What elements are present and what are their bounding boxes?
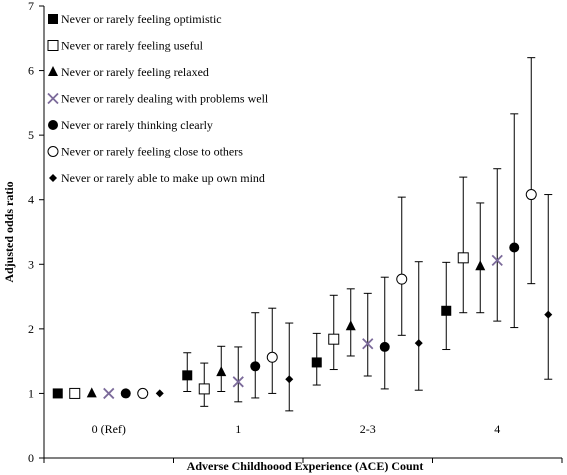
data-point (345, 320, 356, 331)
legend-label: Never or rarely dealing with problems we… (61, 92, 269, 106)
legend-marker (47, 40, 59, 51)
legend-item: Never or rarely feeling useful (47, 39, 204, 53)
data-point (69, 387, 81, 399)
data-point (457, 252, 469, 264)
legend-marker (47, 92, 59, 105)
legend-item: Never or rarely able to make up own mind (49, 171, 265, 185)
error-bars (183, 57, 553, 412)
legend-marker (49, 174, 57, 182)
x-axis-label: Adverse Childhoood Experience (ACE) Coun… (187, 459, 424, 473)
data-point (491, 254, 503, 267)
legend-label: Never or rarely able to make up own mind (61, 171, 265, 185)
y-tick-label: 2 (28, 322, 34, 336)
data-point (475, 260, 486, 271)
data-point (182, 370, 193, 381)
data-point (155, 389, 164, 398)
y-tick-label: 7 (28, 0, 34, 13)
data-point (86, 387, 97, 398)
y-tick-label: 5 (28, 128, 34, 142)
data-point (232, 376, 244, 388)
x-category-label: 1 (235, 422, 241, 436)
data-point (311, 357, 322, 368)
legend-marker (48, 66, 58, 76)
x-category-label: 0 (Ref) (92, 422, 126, 436)
legend-label: Never or rarely feeling close to others (61, 145, 243, 159)
data-point (216, 366, 227, 377)
data-point (137, 387, 149, 399)
legend-item: Never or rarely feeling optimistic (48, 12, 222, 26)
legend-marker (47, 146, 59, 157)
y-tick-label: 6 (28, 64, 34, 78)
data-point (544, 310, 553, 319)
data-point (285, 375, 294, 384)
legend: Never or rarely feeling optimistic Never … (47, 12, 269, 185)
legend-label: Never or rarely feeling useful (61, 39, 204, 53)
data-point (250, 361, 261, 372)
data-point (396, 273, 408, 285)
x-category-label: 2-3 (360, 422, 376, 436)
data-point (414, 339, 423, 348)
legend-item: Never or rarely dealing with problems we… (47, 92, 269, 106)
legend-item: Never or rarely thinking clearly (48, 118, 213, 132)
markers (52, 189, 553, 400)
data-point (441, 305, 452, 316)
data-point (120, 388, 131, 399)
y-tick-label: 1 (28, 386, 34, 400)
y-tick-label: 4 (28, 193, 34, 207)
legend-marker (48, 120, 58, 130)
data-point (328, 333, 340, 345)
data-point (198, 383, 210, 395)
x-category-label: 4 (494, 422, 500, 436)
data-point (509, 242, 520, 253)
axes: 0 1 2 3 4 5 6 7 0 (Ref) 1 2-3 4 (28, 0, 563, 465)
data-point (525, 189, 537, 201)
y-tick-label: 0 (28, 451, 34, 465)
data-point (52, 388, 63, 399)
legend-marker (48, 14, 58, 24)
legend-label: Never or rarely feeling optimistic (61, 12, 222, 26)
legend-item: Never or rarely feeling close to others (47, 145, 243, 159)
legend-label: Never or rarely thinking clearly (61, 118, 213, 132)
y-axis-label: Adjusted odds ratio (2, 181, 16, 282)
data-point (362, 338, 374, 350)
data-point (379, 341, 390, 352)
legend-item: Never or rarely feeling relaxed (48, 65, 209, 79)
y-tick-label: 3 (28, 257, 34, 271)
legend-label: Never or rarely feeling relaxed (61, 65, 209, 79)
data-point (103, 387, 115, 400)
data-point (266, 351, 278, 363)
